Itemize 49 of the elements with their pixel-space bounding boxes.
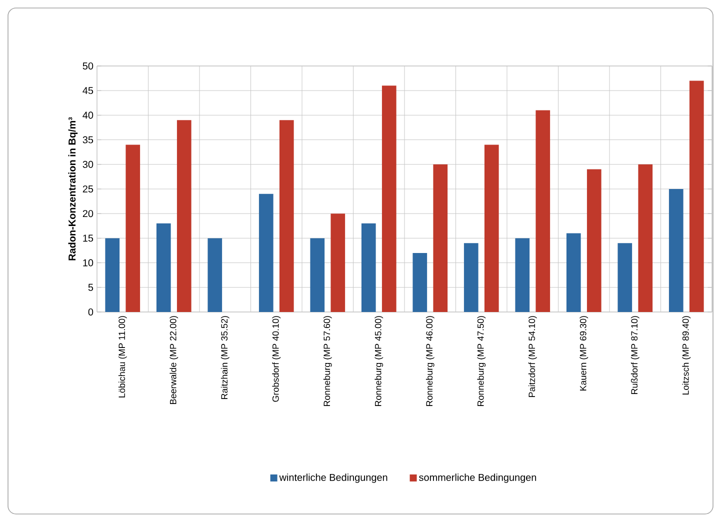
bar (536, 110, 550, 312)
bar (279, 120, 294, 312)
bar (586, 169, 602, 312)
legend-label: winterliche Bedingungen (279, 474, 388, 483)
y-tick-label: 25 (82, 185, 94, 193)
bar (638, 164, 653, 312)
x-tick-label: Grobsdorf (MP 40.10) (272, 316, 281, 402)
y-tick-label: 5 (88, 284, 94, 291)
y-tick-label: 45 (82, 87, 94, 94)
bar (412, 252, 428, 312)
bar (330, 214, 346, 312)
bar (382, 86, 396, 312)
x-tick-label: Rußdorf (MP 87.10) (630, 316, 640, 394)
bar (566, 233, 581, 312)
y-tick-label: 15 (83, 234, 94, 242)
x-tick-label: Ronneburg (MP 57.60) (323, 316, 332, 406)
bar (618, 243, 632, 312)
bar (156, 223, 171, 312)
y-tick-label: 40 (82, 112, 94, 119)
y-tick-label: 35 (82, 136, 94, 144)
legend-label: sommerliche Bedingungen (419, 474, 536, 483)
bar (258, 194, 274, 312)
bar (689, 80, 704, 312)
x-tick-label: Ronneburg (MP 45.00) (374, 316, 384, 406)
y-axis-title: Radon-Konzentration in Bq/m³ (68, 117, 78, 260)
x-tick-label: Kauern (MP 69.30) (580, 316, 588, 391)
y-tick-label: 50 (82, 62, 94, 70)
y-tick-label: 10 (83, 259, 94, 266)
bar (484, 144, 499, 312)
bar (464, 243, 478, 312)
x-tick-label: Ronneburg (MP 47.50) (477, 316, 486, 406)
bar (105, 238, 120, 312)
y-tick-label: 20 (82, 210, 94, 218)
bar (668, 188, 684, 312)
x-tick-label: Löbichau (MP 11.00) (118, 316, 127, 398)
bar (176, 120, 192, 312)
x-tick-label: Paitzdorf (MP 54.10) (528, 316, 537, 397)
bar (310, 238, 325, 312)
y-tick-label: 0 (88, 308, 94, 316)
x-tick-label: Ronneburg (MP 46.00) (426, 316, 434, 406)
bar (208, 238, 222, 312)
x-tick-label: Beerwalde (MP 22.00) (170, 316, 178, 404)
y-tick-label: 30 (82, 160, 94, 168)
x-tick-label: Raitzhain (MP 35.52) (220, 316, 230, 399)
bar (361, 223, 376, 312)
x-tick-label: Loitzsch (MP 89.40) (682, 316, 691, 395)
bar (515, 238, 530, 312)
bar (126, 144, 140, 312)
bar (433, 164, 448, 312)
